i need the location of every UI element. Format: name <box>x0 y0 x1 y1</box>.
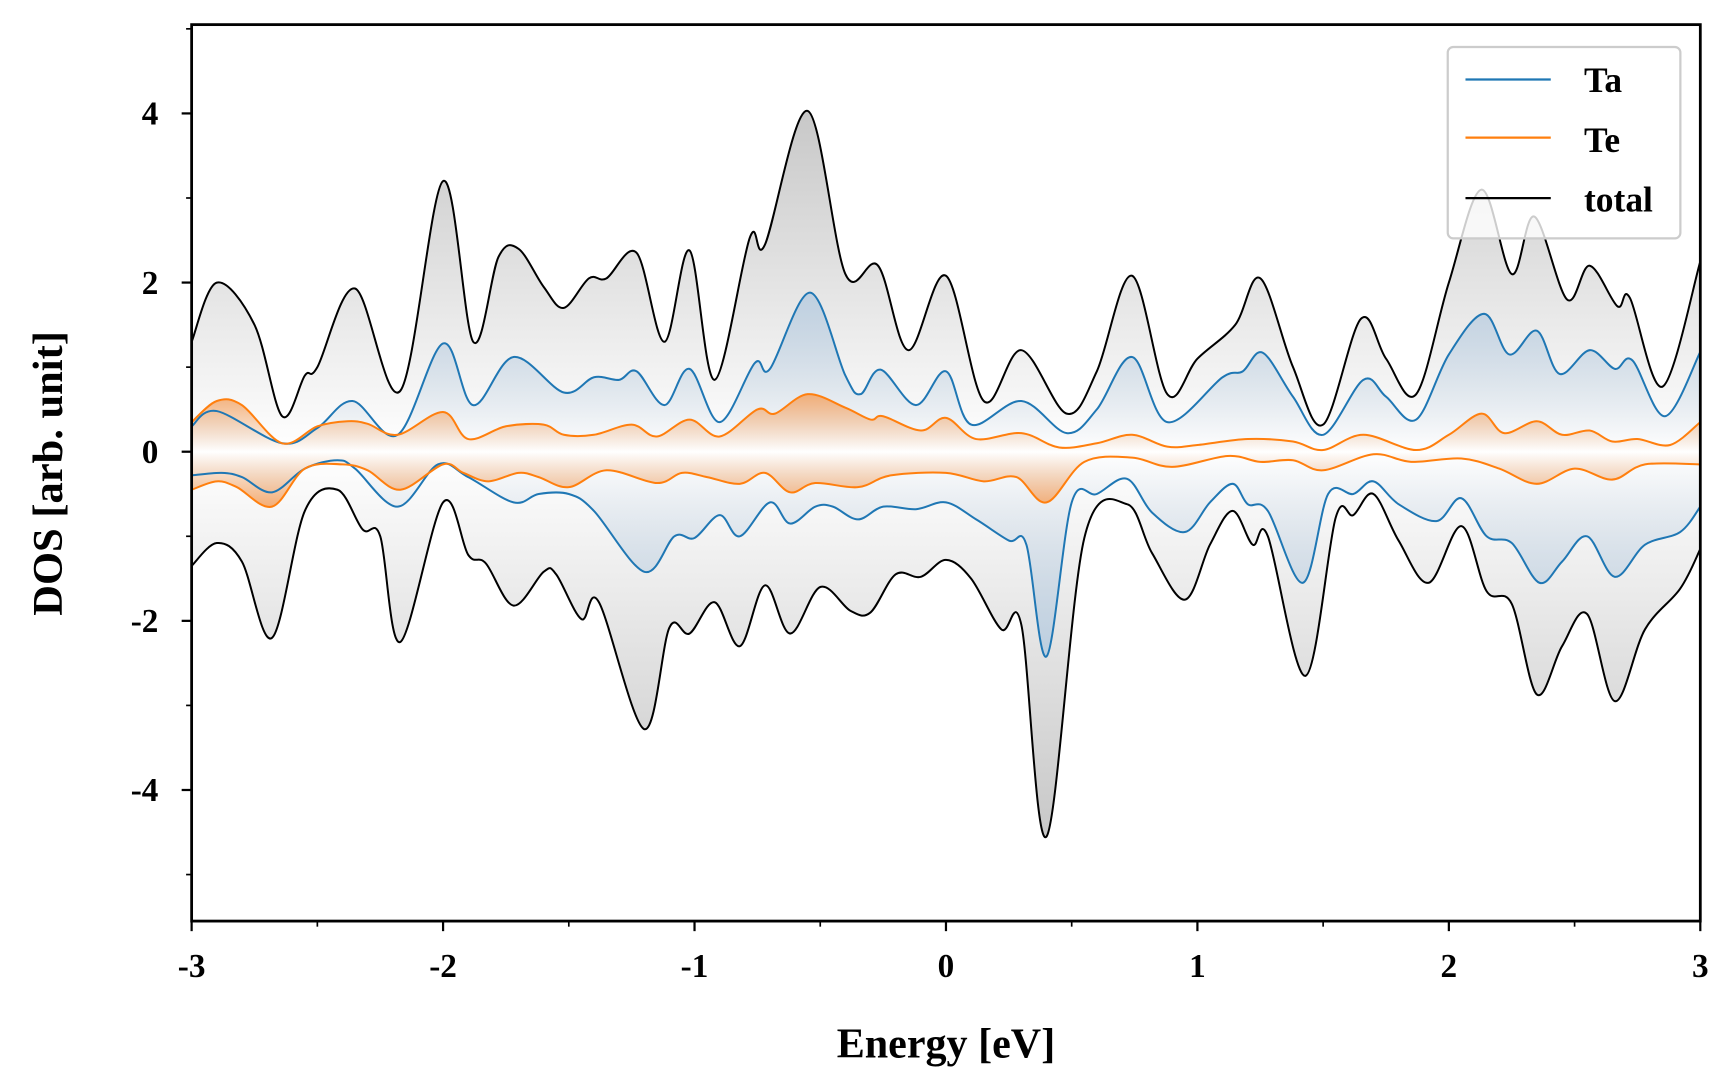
legend-label-total: total <box>1584 179 1653 219</box>
x-tick-label: 3 <box>1692 948 1709 985</box>
legend: Ta Te total <box>1446 45 1682 240</box>
y-tick-label: 0 <box>142 434 159 471</box>
fill-te-up <box>191 394 1701 452</box>
fill-total-down <box>191 451 1701 837</box>
y-tick-label: 2 <box>142 265 159 302</box>
x-tick-label: 1 <box>1189 948 1206 985</box>
x-tick-label: -2 <box>429 948 457 985</box>
x-tick-label: -3 <box>178 948 206 985</box>
fill-total-up <box>191 110 1701 452</box>
legend-label-ta: Ta <box>1584 60 1622 100</box>
series-line-ta-down <box>191 459 1701 658</box>
x-tick-label: 0 <box>938 948 955 985</box>
axis-ticks: -3 -2 -1 0 1 2 3 -4 -2 0 2 4 <box>131 28 1709 985</box>
series-line-ta-up <box>191 291 1701 445</box>
series-line-total-down <box>191 487 1701 838</box>
fill-te-down <box>191 451 1701 507</box>
legend-box <box>1446 45 1682 240</box>
line-layer <box>191 109 1701 838</box>
fill-ta-down <box>191 451 1701 657</box>
x-tick-label: -1 <box>681 948 709 985</box>
x-axis-label: Energy [eV] <box>837 1020 1056 1067</box>
series-line-te-up <box>191 393 1701 452</box>
x-tick-label: 2 <box>1441 948 1458 985</box>
y-tick-label: -4 <box>131 772 159 809</box>
y-tick-label: 4 <box>142 95 159 132</box>
series-line-te-down <box>191 453 1701 508</box>
legend-label-te: Te <box>1584 120 1620 160</box>
y-axis-label: DOS [arb. unit] <box>25 331 72 616</box>
y-tick-label: -2 <box>131 603 159 640</box>
